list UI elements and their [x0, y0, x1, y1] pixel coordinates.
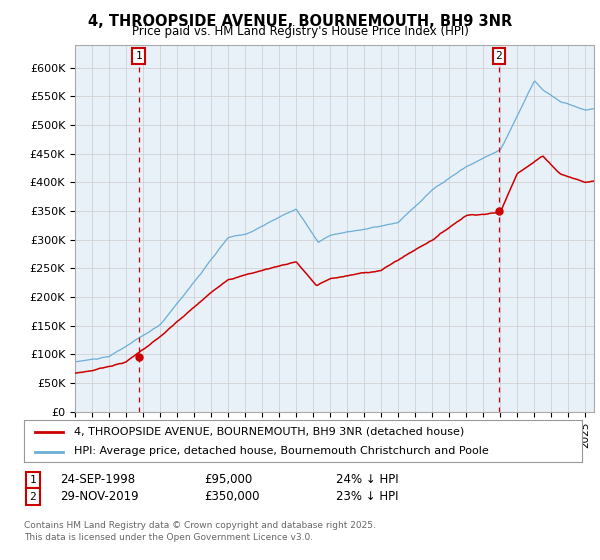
- Text: 1: 1: [29, 475, 37, 485]
- Text: Contains HM Land Registry data © Crown copyright and database right 2025.: Contains HM Land Registry data © Crown c…: [24, 521, 376, 530]
- Text: 24% ↓ HPI: 24% ↓ HPI: [336, 473, 398, 487]
- Text: 4, THROOPSIDE AVENUE, BOURNEMOUTH, BH9 3NR (detached house): 4, THROOPSIDE AVENUE, BOURNEMOUTH, BH9 3…: [74, 427, 464, 437]
- Text: 24-SEP-1998: 24-SEP-1998: [60, 473, 135, 487]
- Text: 29-NOV-2019: 29-NOV-2019: [60, 490, 139, 503]
- Text: 4, THROOPSIDE AVENUE, BOURNEMOUTH, BH9 3NR: 4, THROOPSIDE AVENUE, BOURNEMOUTH, BH9 3…: [88, 14, 512, 29]
- Text: £95,000: £95,000: [204, 473, 252, 487]
- Text: Price paid vs. HM Land Registry's House Price Index (HPI): Price paid vs. HM Land Registry's House …: [131, 25, 469, 38]
- Text: HPI: Average price, detached house, Bournemouth Christchurch and Poole: HPI: Average price, detached house, Bour…: [74, 446, 489, 456]
- Text: 23% ↓ HPI: 23% ↓ HPI: [336, 490, 398, 503]
- Text: This data is licensed under the Open Government Licence v3.0.: This data is licensed under the Open Gov…: [24, 533, 313, 542]
- Text: 1: 1: [135, 52, 142, 61]
- Text: 2: 2: [29, 492, 37, 502]
- Text: £350,000: £350,000: [204, 490, 260, 503]
- Text: 2: 2: [496, 52, 502, 61]
